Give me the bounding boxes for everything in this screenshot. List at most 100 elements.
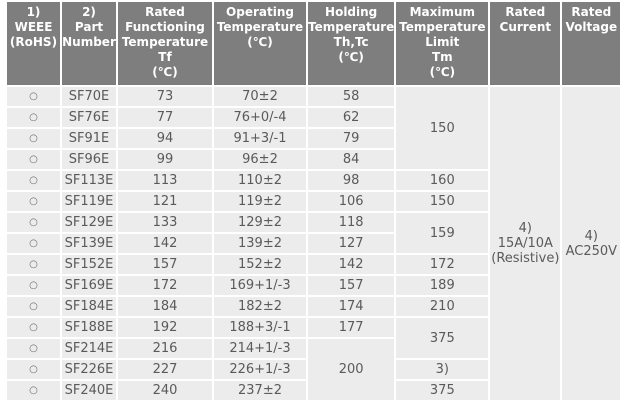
cell-maximum-temperature-limit: 210 [396,297,489,316]
cell-holding-temperature: 118 [308,213,395,232]
cell-operating-temperature: 110±2 [214,171,306,190]
header-line: (℃) [247,35,273,49]
cell-operating-temperature: 182±2 [214,297,306,316]
table-row: ○ SF188E 192 188+3/-1 177 375 [7,318,620,358]
cell-line: 15A/10A [497,236,553,251]
cell-weee: ○ [7,192,60,211]
cell-holding-temperature: 200 [308,339,395,400]
weee-compliance-mark-icon: ○ [29,175,38,186]
cell-line: AC250V [565,243,618,259]
cell-weee: ○ [7,87,60,106]
cell-rated-functioning-temperature: 73 [118,87,212,106]
column-header-maximum-temperature-limit: Maximum Temperature Limit Tm (℃) [396,2,489,85]
header-line: 2) [82,5,96,19]
cell-weee: ○ [7,360,60,379]
header-line: Temperature [121,35,209,49]
table-body: ○ SF70E 73 70±2 58 150 4) 15A/10A (Resistive) 4) A… [7,87,621,400]
cell-operating-temperature: 119±2 [214,192,306,211]
cell-holding-temperature: 106 [308,192,395,211]
cell-rated-functioning-temperature: 113 [118,171,212,190]
header-line: Tf [158,50,172,64]
cell-rated-functioning-temperature: 240 [118,381,212,400]
cell-operating-temperature: 214+1/-3 [214,339,306,358]
cell-operating-temperature: 129±2 [214,213,306,232]
weee-compliance-mark-icon: ○ [29,196,38,207]
cell-rated-functioning-temperature: 172 [118,276,212,295]
table-row: ○ SF139E 142 139±2 127 [7,234,620,253]
cell-holding-temperature: 62 [308,108,395,127]
header-line: Temperature [399,20,486,34]
weee-compliance-mark-icon: ○ [29,301,38,312]
header-line: Operating [226,5,294,19]
weee-compliance-mark-icon: ○ [29,112,38,123]
table-row: ○ SF240E 240 237±2 375 [7,381,620,400]
table-row: ○ SF70E 73 70±2 58 150 4) 15A/10A (Resistive) 4) A… [7,87,621,400]
cell-holding-temperature: 79 [308,129,395,148]
cell-operating-temperature: 188+3/-1 [214,318,306,337]
cell-weee: ○ [7,255,60,274]
cell-rated-functioning-temperature: 184 [118,297,212,316]
header-line: Number [62,35,116,49]
cell-line: 4) [584,228,598,244]
cell-rated-functioning-temperature: 192 [118,318,212,337]
header-line: Voltage [565,20,618,34]
cell-rated-voltage: 4) AC250V [562,87,621,400]
cell-rated-functioning-temperature: 94 [118,129,212,148]
cell-line: (Resistive) [491,251,560,266]
cell-operating-temperature: 169+1/-3 [214,276,306,295]
cell-operating-temperature: 152±2 [214,255,306,274]
header-line: Temperature [216,20,304,34]
cell-maximum-temperature-limit: 150 [396,87,489,169]
cell-holding-temperature: 157 [308,276,395,295]
cell-line: 4) [518,221,532,236]
cell-weee: ○ [7,276,60,295]
cell-operating-temperature: 237±2 [214,381,306,400]
cell-maximum-temperature-limit: 375 [396,381,489,400]
cell-part-number: SF184E [62,297,116,316]
header-line: WEEE [14,20,53,34]
cell-holding-temperature: 174 [308,297,395,316]
cell-weee: ○ [7,171,60,190]
weee-compliance-mark-icon: ○ [29,280,38,291]
cell-rated-functioning-temperature: 99 [118,150,212,169]
cell-part-number: SF113E [62,171,116,190]
cell-rated-functioning-temperature: 216 [118,339,212,358]
cell-operating-temperature: 91+3/-1 [214,129,306,148]
weee-compliance-mark-icon: ○ [29,217,38,228]
header-line: Temperature [308,20,395,34]
cell-maximum-temperature-limit: 3) [396,360,489,379]
cell-operating-temperature: 226+1/-3 [214,360,306,379]
table-row: ○ SF169E 172 169+1/-3 157 189 [7,276,620,295]
cell-operating-temperature: 139±2 [214,234,306,253]
weee-compliance-mark-icon: ○ [29,91,38,102]
cell-part-number: SF214E [62,339,116,358]
cell-rated-functioning-temperature: 133 [118,213,212,232]
cell-part-number: SF91E [62,129,116,148]
cell-maximum-temperature-limit: 172 [396,255,489,274]
cell-part-number: SF96E [62,150,116,169]
cell-weee: ○ [7,381,60,400]
cell-maximum-temperature-limit: 189 [396,276,489,295]
header-line: (℃) [429,65,456,79]
table-row: ○ SF96E 99 96±2 84 [7,150,620,169]
cell-part-number: SF129E [62,213,116,232]
cell-rated-functioning-temperature: 142 [118,234,212,253]
cell-part-number: SF119E [62,192,116,211]
table-row: ○ SF184E 184 182±2 174 210 [7,297,620,316]
table-row: ○ SF113E 113 110±2 98 160 [7,171,620,190]
cell-holding-temperature: 177 [308,318,395,337]
cell-holding-temperature: 127 [308,234,395,253]
header-line: (℃) [338,50,364,64]
table-row: ○ SF226E 227 226+1/-3 3) [7,360,620,379]
cell-part-number: SF188E [62,318,116,337]
column-header-operating-temperature: Operating Temperature (℃) [214,2,306,85]
cell-part-number: SF169E [62,276,116,295]
table-header: 1) WEEE (RoHS) 2) Part Number Rated Functioning… [7,2,621,85]
header-line: 1) [26,5,41,19]
cell-maximum-temperature-limit: 375 [396,318,489,358]
weee-compliance-mark-icon: ○ [29,259,38,270]
header-line: Holding [325,5,378,19]
cell-weee: ○ [7,150,60,169]
cell-rated-functioning-temperature: 77 [118,108,212,127]
